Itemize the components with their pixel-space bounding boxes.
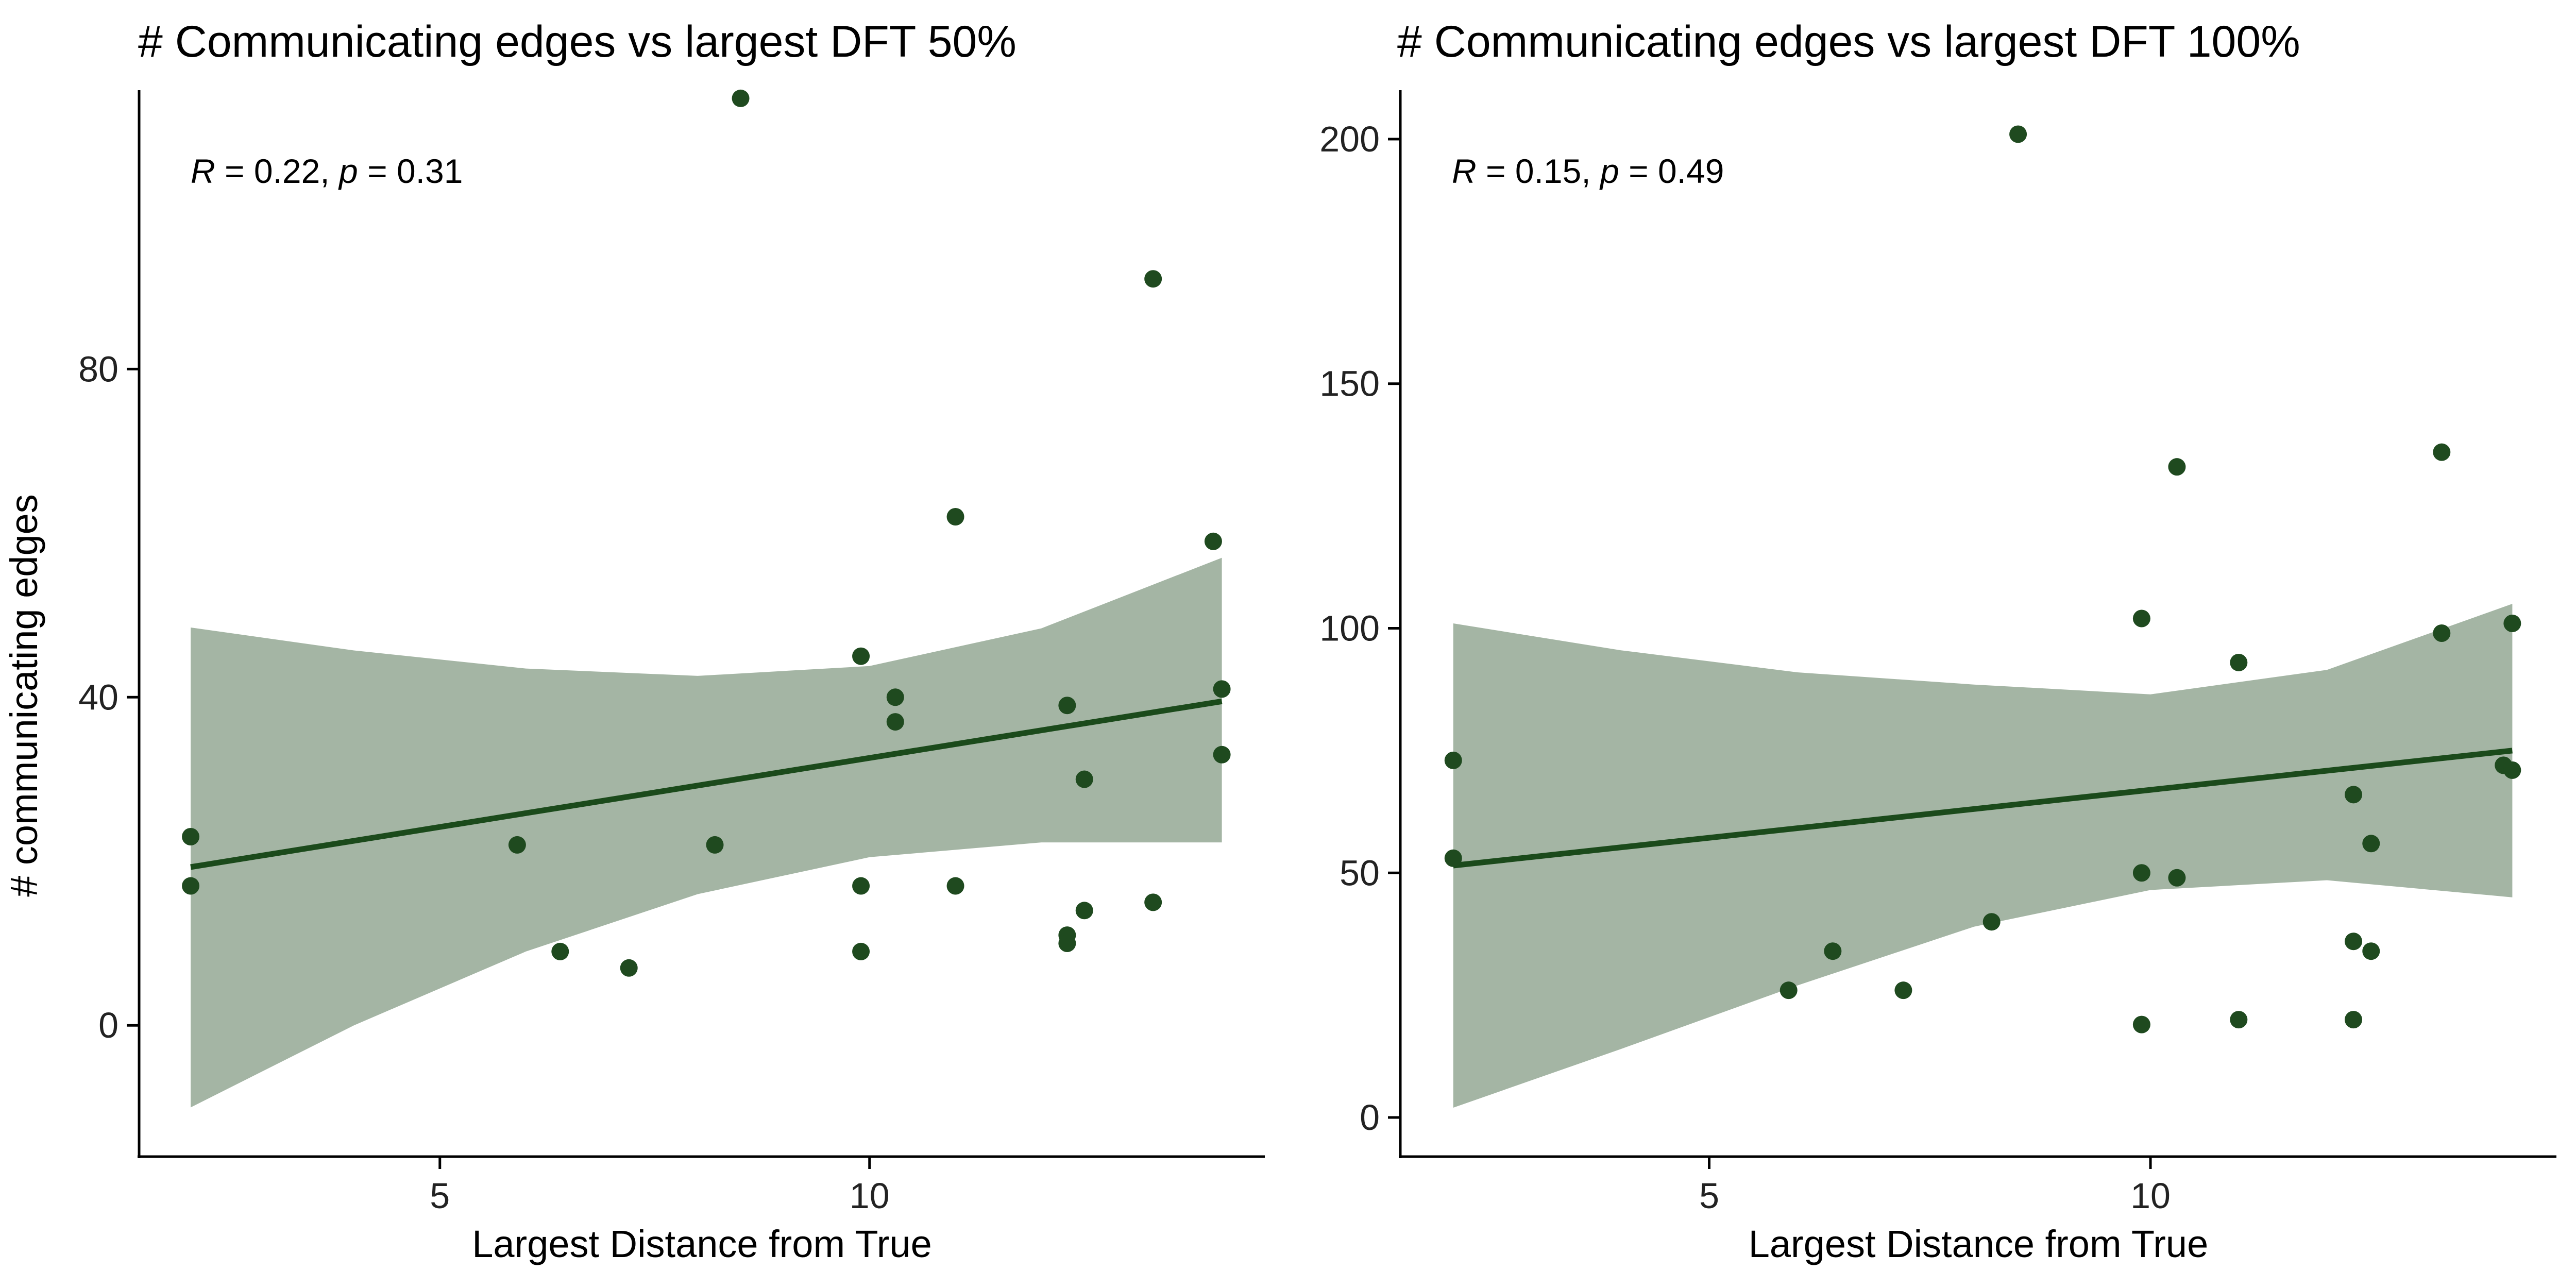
data-point: [2503, 761, 2521, 779]
stat-value: = 0.22,: [215, 152, 339, 190]
data-point: [1824, 942, 1842, 960]
y-tick-label: 100: [1319, 608, 1380, 648]
data-point: [1444, 849, 1462, 867]
data-point: [1982, 913, 2001, 931]
data-point: [1075, 770, 1093, 788]
data-point: [852, 942, 870, 960]
data-point: [2362, 835, 2380, 853]
x-tick-label: 10: [2130, 1176, 2171, 1216]
data-point: [2433, 443, 2451, 461]
y-tick-label: 150: [1319, 364, 1380, 404]
data-point: [1213, 680, 1231, 698]
y-tick-label: 40: [78, 677, 118, 717]
data-point: [2503, 615, 2521, 632]
data-point: [2132, 609, 2150, 628]
data-point: [1213, 745, 1231, 764]
data-point: [2345, 933, 2363, 951]
chart-title: # Communicating edges vs largest DFT 50%: [138, 17, 1016, 66]
data-point: [1444, 751, 1462, 769]
stat-symbol: R: [1452, 152, 1477, 190]
y-tick-label: 80: [78, 349, 118, 389]
chart-title: # Communicating edges vs largest DFT 100…: [1397, 17, 2300, 66]
data-point: [886, 688, 904, 706]
x-tick-label: 5: [430, 1176, 450, 1216]
data-point: [2433, 624, 2451, 642]
data-point: [1894, 981, 1912, 999]
data-point: [1144, 893, 1162, 911]
stat-symbol: p: [338, 152, 358, 190]
data-point: [1075, 902, 1093, 920]
data-point: [946, 508, 964, 526]
data-point: [2230, 653, 2248, 671]
x-tick-label: 10: [850, 1176, 890, 1216]
stat-value: = 0.49: [1619, 152, 1724, 190]
stat-value: = 0.15,: [1477, 152, 1600, 190]
data-point: [2345, 786, 2363, 804]
stat-symbol: p: [1599, 152, 1619, 190]
data-point: [182, 828, 200, 845]
y-tick-label: 200: [1319, 119, 1380, 159]
data-point: [852, 877, 870, 895]
data-point: [182, 877, 200, 895]
data-point: [2230, 1011, 2248, 1029]
data-point: [1780, 981, 1798, 999]
data-point: [508, 836, 526, 854]
confidence-band: [1453, 604, 2513, 1108]
regression-line: [190, 698, 1223, 870]
data-point: [852, 647, 870, 665]
stat-symbol: R: [191, 152, 215, 190]
y-tick-label: 0: [98, 1005, 118, 1045]
stat-value: = 0.31: [358, 152, 463, 190]
confidence-band: [191, 557, 1222, 1108]
x-tick-label: 5: [1699, 1176, 1719, 1216]
data-point: [1058, 935, 1076, 952]
data-point: [732, 89, 750, 107]
y-axis-label: # communicating edges: [3, 494, 45, 897]
data-point: [2132, 864, 2150, 882]
x-axis-label: Largest Distance from True: [1749, 1223, 2208, 1265]
chart-panel-left: # Communicating edges vs largest DFT 50%…: [3, 17, 1265, 1265]
y-tick-label: 50: [1340, 853, 1380, 893]
correlation-annotation: R = 0.15, p = 0.49: [1452, 152, 1724, 190]
data-point: [551, 942, 569, 960]
data-point: [1144, 270, 1162, 288]
y-tick-label: 0: [1360, 1097, 1380, 1138]
data-point: [2009, 125, 2027, 143]
data-point: [2362, 942, 2380, 960]
data-point: [706, 836, 724, 854]
data-point: [2168, 869, 2186, 887]
regression-line: [1453, 748, 2513, 869]
x-axis-label: Largest Distance from True: [472, 1223, 931, 1265]
data-point: [886, 713, 904, 731]
data-point: [2168, 458, 2186, 476]
data-point: [1204, 532, 1222, 550]
data-point: [1058, 697, 1076, 715]
data-point: [2345, 1011, 2363, 1029]
chart-panel-right: # Communicating edges vs largest DFT 100…: [1319, 17, 2556, 1265]
data-point: [2132, 1015, 2150, 1033]
correlation-annotation: R = 0.22, p = 0.31: [191, 152, 463, 190]
data-point: [946, 877, 964, 895]
data-point: [620, 959, 638, 977]
